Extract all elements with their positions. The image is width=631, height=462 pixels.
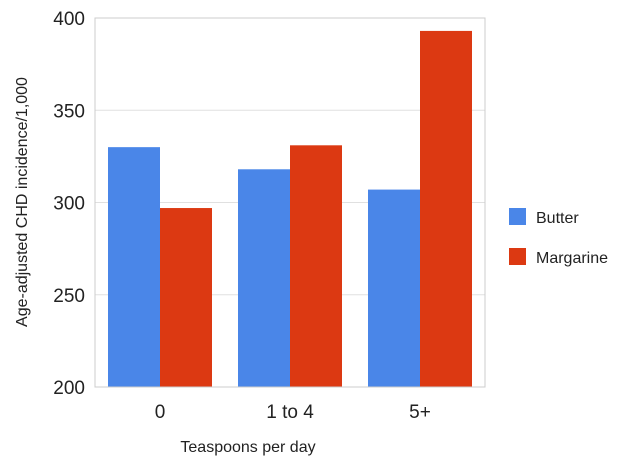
legend-swatch-margarine bbox=[509, 248, 526, 265]
bar-margarine-0 bbox=[160, 208, 212, 387]
y-tick-label: 200 bbox=[53, 378, 85, 399]
x-axis-title: Teaspoons per day bbox=[180, 439, 315, 456]
x-axis-tick-labels: 0 1 to 4 5+ bbox=[155, 402, 431, 423]
bars bbox=[108, 30, 472, 387]
y-axis-tick-labels: 200 250 300 350 400 bbox=[53, 9, 85, 399]
plot-area-frame bbox=[94, 17, 486, 388]
bar-margarine-1 bbox=[290, 145, 342, 387]
y-tick-label: 300 bbox=[53, 194, 85, 215]
x-tick-label: 0 bbox=[155, 402, 166, 423]
legend-label-butter: Butter bbox=[536, 210, 579, 227]
x-tick-label: 1 to 4 bbox=[266, 402, 314, 423]
y-tick-label: 350 bbox=[53, 101, 85, 122]
legend: Butter Margarine bbox=[509, 208, 608, 267]
y-tick-label: 400 bbox=[53, 9, 85, 30]
bar-butter-2 bbox=[368, 189, 420, 387]
legend-label-margarine: Margarine bbox=[536, 250, 608, 267]
legend-swatch-butter bbox=[509, 208, 526, 225]
y-tick-label: 250 bbox=[53, 286, 85, 307]
bar-butter-1 bbox=[238, 169, 290, 387]
bar-margarine-2 bbox=[420, 30, 472, 387]
y-axis-title: Age-adjusted CHD incidence/1,000 bbox=[14, 77, 31, 327]
x-tick-label: 5+ bbox=[409, 402, 431, 423]
bar-butter-0 bbox=[108, 147, 160, 387]
